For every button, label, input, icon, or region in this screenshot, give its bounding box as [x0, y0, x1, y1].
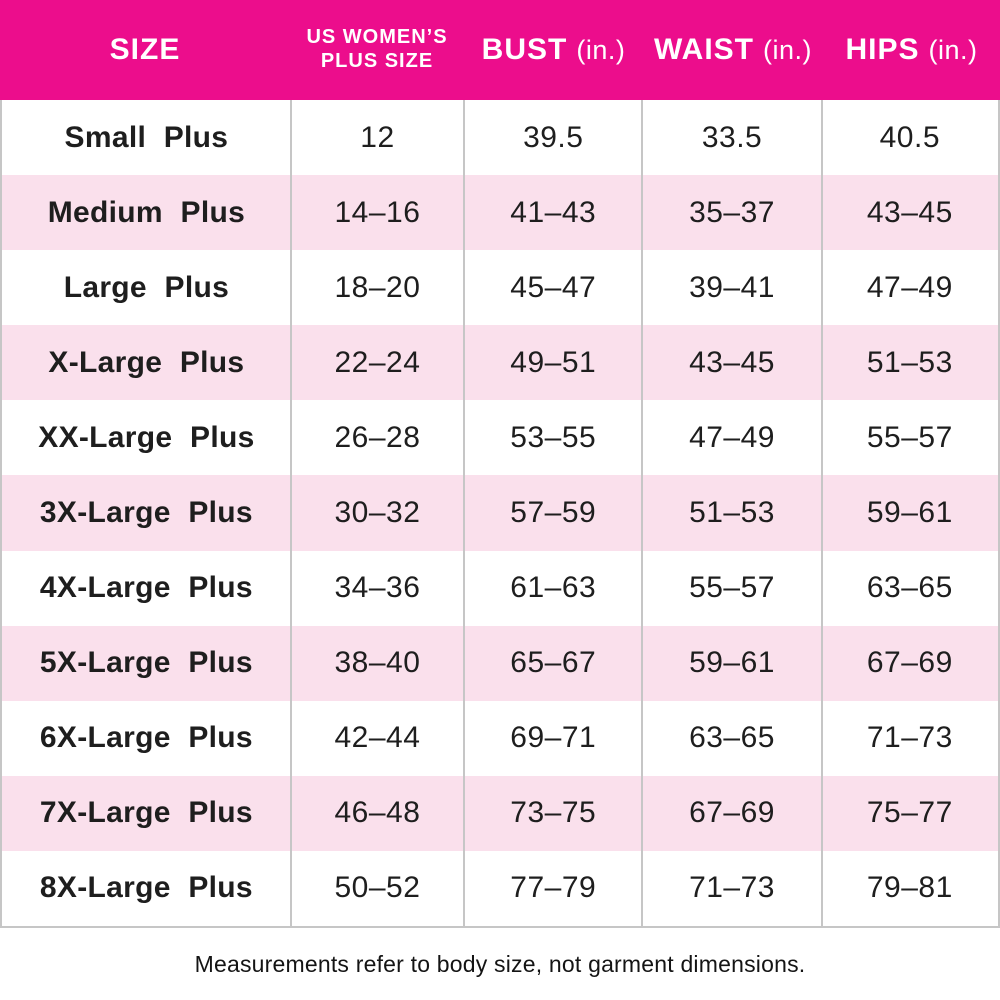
bust-cell: 39.5	[523, 120, 584, 154]
plus-size-cell: 34–36	[334, 571, 421, 605]
header-bust-unit: (in.)	[576, 34, 626, 65]
footer: Measurements refer to body size, not gar…	[0, 928, 1000, 1000]
bust-cell: 65–67	[510, 646, 597, 680]
bust-cell: 57–59	[510, 496, 597, 530]
plus-size-cell: 46–48	[334, 796, 421, 830]
table-body: Small Plus 12 39.5 33.5 40.5 Medium Plus…	[0, 100, 1000, 928]
bust-cell: 61–63	[510, 571, 597, 605]
size-cell: 7X-Large Plus	[39, 796, 253, 830]
table-header: SIZE US WOMEN’S PLUS SIZE BUST (in.) WAI…	[0, 0, 1000, 100]
hips-cell: 79–81	[866, 871, 953, 905]
bust-cell: 49–51	[510, 345, 597, 379]
header-bust: BUST (in.)	[464, 33, 643, 67]
bust-cell: 41–43	[510, 195, 597, 229]
table-row: Medium Plus 14–16 41–43 35–37 43–45	[2, 175, 998, 251]
column-divider	[463, 100, 466, 926]
size-cell: 4X-Large Plus	[39, 571, 253, 605]
waist-cell: 39–41	[689, 270, 775, 304]
plus-size-cell: 42–44	[334, 721, 421, 755]
bust-cell: 69–71	[510, 721, 597, 755]
size-cell: Large Plus	[63, 270, 230, 304]
size-cell: 8X-Large Plus	[39, 871, 253, 905]
hips-cell: 63–65	[866, 571, 953, 605]
table-row: 8X-Large Plus 50–52 77–79 71–73 79–81	[2, 850, 998, 927]
plus-size-cell: 14–16	[334, 195, 421, 229]
size-cell: 6X-Large Plus	[39, 721, 253, 755]
header-waist-label: WAIST	[654, 33, 754, 66]
header-size: SIZE	[0, 33, 290, 67]
size-cell: 3X-Large Plus	[39, 496, 253, 530]
column-divider	[641, 100, 644, 926]
table-row: 3X-Large Plus 30–32 57–59 51–53 59–61	[2, 475, 998, 551]
waist-cell: 33.5	[701, 120, 763, 154]
size-cell: Small Plus	[64, 120, 229, 154]
header-hips-unit: (in.)	[928, 34, 978, 65]
header-hips: HIPS (in.)	[823, 33, 1000, 67]
waist-cell: 55–57	[689, 571, 775, 605]
bust-cell: 73–75	[510, 796, 597, 830]
column-divider	[820, 100, 823, 926]
bust-cell: 45–47	[510, 270, 597, 304]
waist-cell: 67–69	[689, 796, 775, 830]
waist-cell: 47–49	[689, 420, 775, 454]
hips-cell: 71–73	[866, 721, 953, 755]
hips-cell: 43–45	[866, 195, 953, 229]
plus-size-cell: 18–20	[334, 270, 421, 304]
size-cell: Medium Plus	[47, 195, 246, 229]
table-row: 5X-Large Plus 38–40 65–67 59–61 67–69	[2, 625, 998, 701]
header-plus-size: US WOMEN’S PLUS SIZE	[290, 26, 464, 73]
hips-cell: 67–69	[866, 646, 953, 680]
table-row: XX-Large Plus 26–28 53–55 47–49 55–57	[2, 400, 998, 476]
header-plus-size-line1: US WOMEN’S	[306, 26, 448, 49]
hips-cell: 75–77	[866, 796, 953, 830]
hips-cell: 40.5	[879, 120, 940, 154]
table-row: 6X-Large Plus 42–44 69–71 63–65 71–73	[2, 700, 998, 776]
size-cell: X-Large Plus	[48, 345, 245, 379]
waist-cell: 63–65	[689, 721, 775, 755]
footnote: Measurements refer to body size, not gar…	[194, 950, 806, 977]
column-divider	[289, 100, 292, 926]
bust-cell: 77–79	[510, 871, 597, 905]
table-row: X-Large Plus 22–24 49–51 43–45 51–53	[2, 325, 998, 401]
plus-size-cell: 38–40	[334, 646, 421, 680]
plus-size-cell: 30–32	[334, 496, 421, 530]
table-row: Large Plus 18–20 45–47 39–41 47–49	[2, 250, 998, 326]
plus-size-cell: 50–52	[334, 871, 421, 905]
hips-cell: 59–61	[866, 496, 953, 530]
waist-cell: 35–37	[689, 195, 775, 229]
header-hips-label: HIPS	[845, 33, 920, 66]
size-cell: 5X-Large Plus	[39, 646, 253, 680]
hips-cell: 47–49	[866, 270, 953, 304]
table-row: 7X-Large Plus 46–48 73–75 67–69 75–77	[2, 775, 998, 851]
waist-cell: 71–73	[689, 871, 775, 905]
waist-cell: 51–53	[689, 496, 775, 530]
waist-cell: 59–61	[689, 646, 775, 680]
hips-cell: 51–53	[866, 345, 953, 379]
header-waist: WAIST (in.)	[643, 33, 823, 67]
size-cell: XX-Large Plus	[38, 420, 255, 454]
plus-size-cell: 22–24	[334, 345, 421, 379]
header-bust-label: BUST	[481, 33, 568, 66]
header-plus-size-line2: PLUS SIZE	[320, 50, 434, 72]
header-waist-unit: (in.)	[763, 34, 812, 65]
plus-size-cell: 26–28	[334, 420, 421, 454]
bust-cell: 53–55	[510, 420, 597, 454]
hips-cell: 55–57	[866, 420, 953, 454]
waist-cell: 43–45	[689, 345, 775, 379]
plus-size-cell: 12	[360, 120, 395, 154]
table-row: Small Plus 12 39.5 33.5 40.5	[2, 100, 998, 176]
header-size-label: SIZE	[109, 33, 181, 66]
table-row: 4X-Large Plus 34–36 61–63 55–57 63–65	[2, 550, 998, 626]
